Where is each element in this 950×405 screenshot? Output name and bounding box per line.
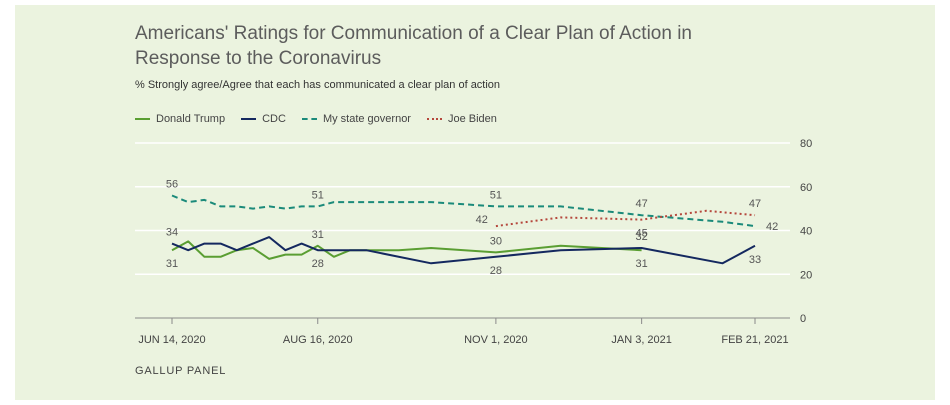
y-tick-label: 20 [800, 269, 812, 281]
data-label-cdc: 32 [636, 231, 648, 243]
data-label-donald-trump: 31 [312, 229, 324, 241]
data-label-joe-biden: 42 [476, 214, 488, 226]
x-tick-label: JUN 14, 2020 [138, 334, 205, 346]
data-label-my-state-governor: 51 [312, 189, 324, 201]
legend-label-biden: Joe Biden [447, 113, 497, 125]
legend-item-cdc: CDC [241, 113, 286, 125]
data-label-my-state-governor: 47 [636, 198, 648, 210]
x-tick-label: JAN 3, 2021 [611, 334, 672, 346]
series-line-my-state-governor [171, 194, 756, 228]
x-axis: JUN 14, 2020 AUG 16, 2020 NOV 1, 2020 JAN 3… [138, 318, 789, 346]
legend-item-trump: Donald Trump [135, 113, 225, 125]
data-labels: 31 31 30 31 34 28 28 32 33 56 51 51 47 42 42 45 47 [166, 179, 778, 277]
series-line-joe-biden [495, 209, 756, 228]
legend-label-trump: Donald Trump [156, 113, 226, 125]
data-label-cdc: 28 [490, 265, 502, 277]
chart-subtitle: % Strongly agree/Agree that each has com… [135, 79, 501, 91]
legend-label-governor: My state governor [322, 113, 411, 125]
chart-card: Americans' Ratings for Communication of … [15, 5, 935, 400]
y-tick-label: 60 [800, 182, 812, 194]
legend-label-cdc: CDC [262, 113, 286, 125]
data-label-cdc: 34 [166, 227, 178, 239]
data-label-my-state-governor: 42 [766, 221, 778, 233]
legend-item-biden: Joe Biden [426, 113, 497, 125]
data-label-my-state-governor: 56 [166, 179, 178, 191]
data-label-cdc: 33 [749, 254, 761, 266]
data-label-donald-trump: 30 [490, 235, 502, 247]
data-label-joe-biden: 45 [636, 228, 648, 240]
y-tick-label: 80 [800, 138, 812, 150]
line-chart: JUN 14, 2020 AUG 16, 2020 NOV 1, 2020 JAN 3… [135, 138, 812, 346]
data-label-joe-biden: 47 [749, 198, 761, 210]
series-line-donald-trump [171, 240, 642, 260]
legend-item-governor: My state governor [301, 113, 411, 125]
x-tick-label: NOV 1, 2020 [464, 334, 528, 346]
chart-title: Americans' Ratings for Communication of … [135, 23, 692, 69]
x-tick-label: AUG 16, 2020 [283, 334, 353, 346]
series-lines [171, 194, 756, 265]
data-label-cdc: 28 [312, 258, 324, 270]
legend-swatch-governor [301, 118, 317, 120]
legend-swatch-cdc [241, 118, 257, 120]
data-label-donald-trump: 31 [166, 258, 178, 270]
y-axis: 0 20 40 60 80 [800, 138, 812, 325]
data-label-my-state-governor: 51 [490, 189, 502, 201]
y-tick-label: 0 [800, 313, 806, 325]
series-line-cdc [171, 236, 756, 265]
data-label-donald-trump: 31 [636, 258, 648, 270]
y-tick-label: 40 [800, 226, 812, 238]
grid-lines [135, 142, 790, 319]
chart-legend: Donald Trump CDC My state governor Joe B… [135, 113, 497, 125]
legend-swatch-trump [135, 118, 150, 120]
source-label: GALLUP PANEL [135, 365, 227, 377]
x-tick-label: FEB 21, 2021 [721, 334, 788, 346]
legend-swatch-biden [426, 118, 442, 120]
